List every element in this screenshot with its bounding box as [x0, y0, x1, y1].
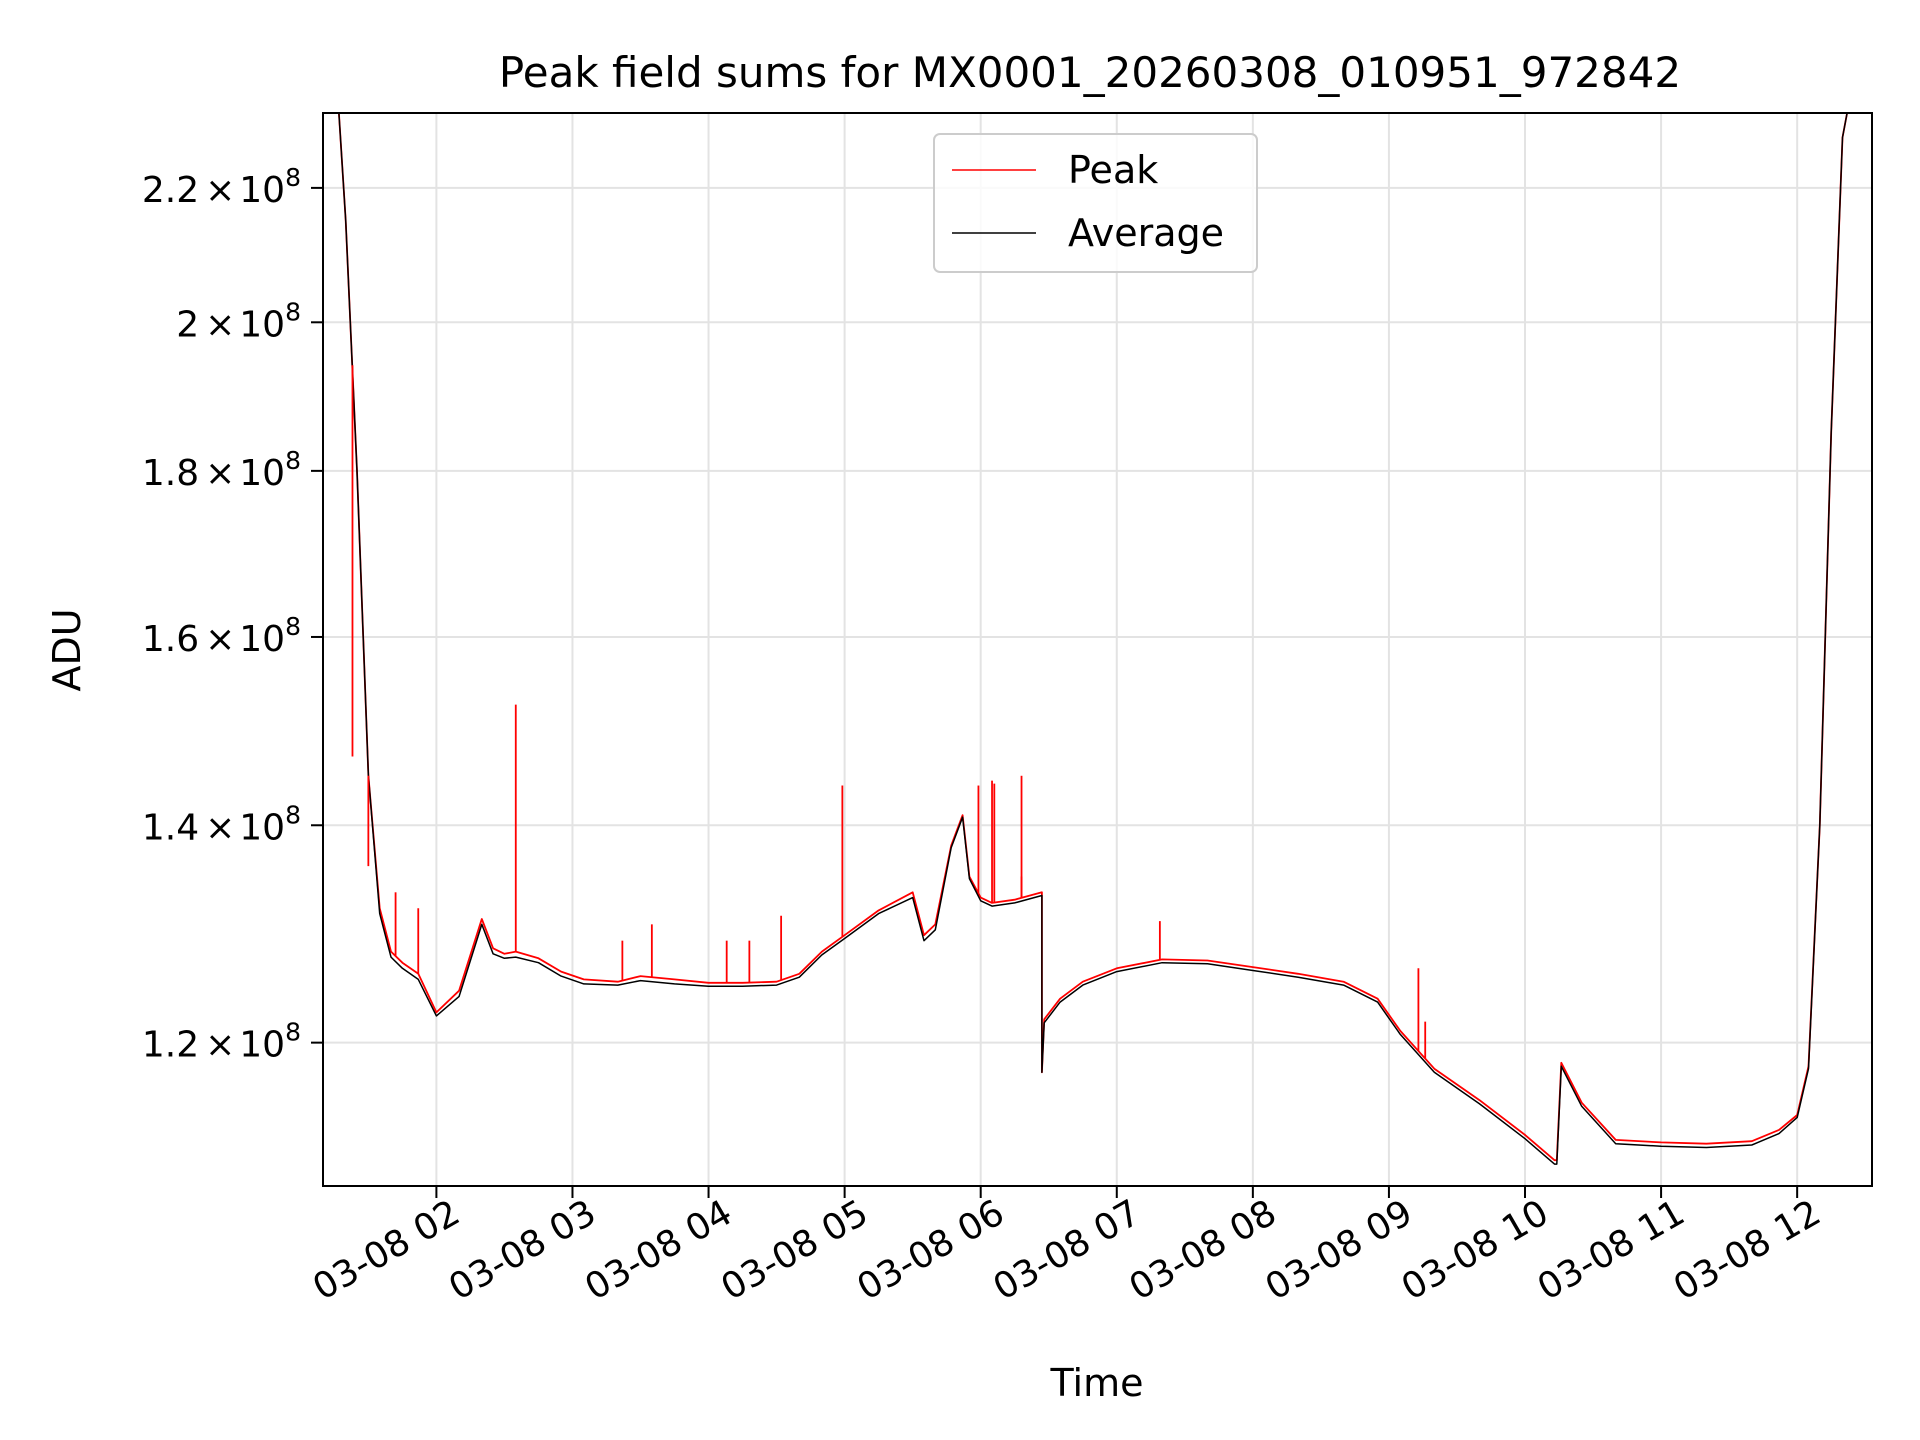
y-tick-label: 1.8 × 108 [142, 446, 301, 494]
legend-label-peak: Peak [1068, 148, 1158, 192]
chart-title: Peak field sums for MX0001_20260308_0109… [499, 48, 1681, 97]
y-tick-mantissa: 2 [176, 304, 199, 345]
y-tick-mantissa: 2.2 [142, 170, 199, 211]
y-tick-label: 1.2 × 108 [142, 1018, 301, 1066]
y-tick-mantissa: 1.6 [142, 619, 199, 660]
series-layer [338, 113, 1848, 1165]
y-tick-label: 1.6 × 108 [142, 612, 301, 660]
x-axis-label: Time [1050, 1361, 1144, 1405]
y-tick-label: 2.2 × 108 [142, 163, 301, 211]
y-tick-label: 2 × 108 [176, 297, 301, 345]
y-tick-mantissa: 1.8 [142, 453, 199, 494]
grid [323, 113, 1872, 1186]
legend-label-average: Average [1068, 211, 1224, 255]
y-tick-mantissa: 1.2 [142, 1025, 199, 1066]
y-axis-label: ADU [45, 608, 89, 691]
plot-frame [322, 112, 1873, 1187]
y-tick-mantissa: 1.4 [142, 807, 199, 848]
legend: Peak Average [933, 133, 1258, 273]
y-tick-label: 1.4 × 108 [142, 800, 301, 848]
series-line-average [338, 113, 1848, 1165]
legend-box [933, 133, 1258, 273]
series-line-peak [338, 113, 1848, 1162]
